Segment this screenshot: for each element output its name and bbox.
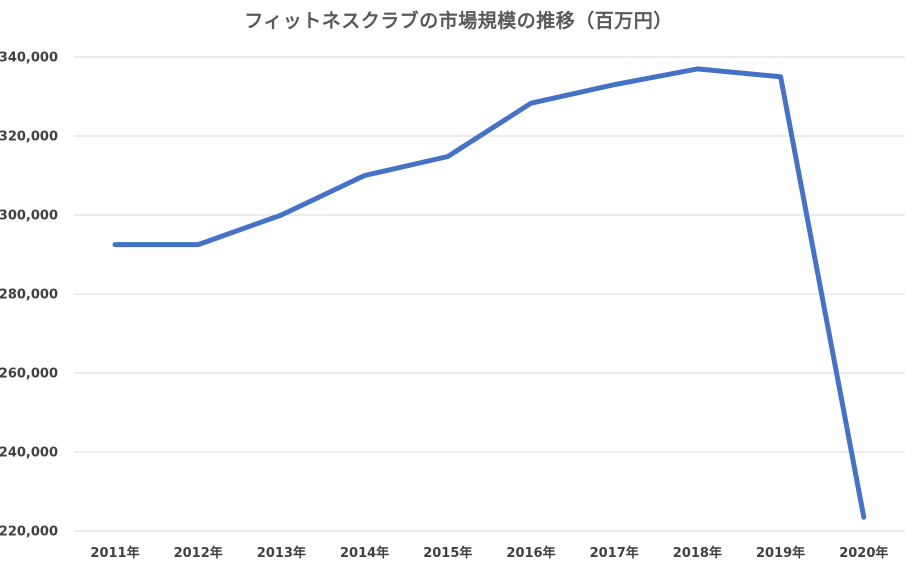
y-tick-label: 320,000 [0, 130, 58, 145]
x-tick-label: 2019年 [756, 545, 805, 561]
series-layer [112, 66, 867, 520]
x-tick-label: 2011年 [90, 545, 139, 561]
y-axis-tick-labels: 220,000 240,000 260,000 280,000 300,000 320,0… [0, 51, 58, 540]
y-tick-label: 300,000 [0, 209, 58, 224]
y-tick-label: 340,000 [0, 51, 58, 66]
gridlines [74, 56, 905, 532]
x-tick-label: 2020年 [839, 545, 888, 561]
y-tick-label: 260,000 [0, 367, 58, 382]
x-tick-label: 2015年 [423, 545, 472, 561]
x-tick-label: 2018年 [673, 545, 722, 561]
y-tick-label: 240,000 [0, 446, 58, 461]
x-tick-label: 2014年 [340, 545, 389, 561]
x-tick-label: 2013年 [257, 545, 306, 561]
chart-title: フィットネスクラブの市場規模の推移（百万円） [244, 10, 673, 32]
x-tick-label: 2012年 [174, 545, 223, 561]
x-tick-label: 2017年 [590, 545, 639, 561]
y-tick-label: 280,000 [0, 288, 58, 303]
x-tick-label: 2016年 [506, 545, 555, 561]
y-tick-label: 220,000 [0, 525, 58, 540]
series-line [112, 66, 867, 520]
x-axis-tick-labels: 2011年 2012年 2013年 2014年 2015年 2016年 2017年 2018年… [90, 545, 888, 561]
